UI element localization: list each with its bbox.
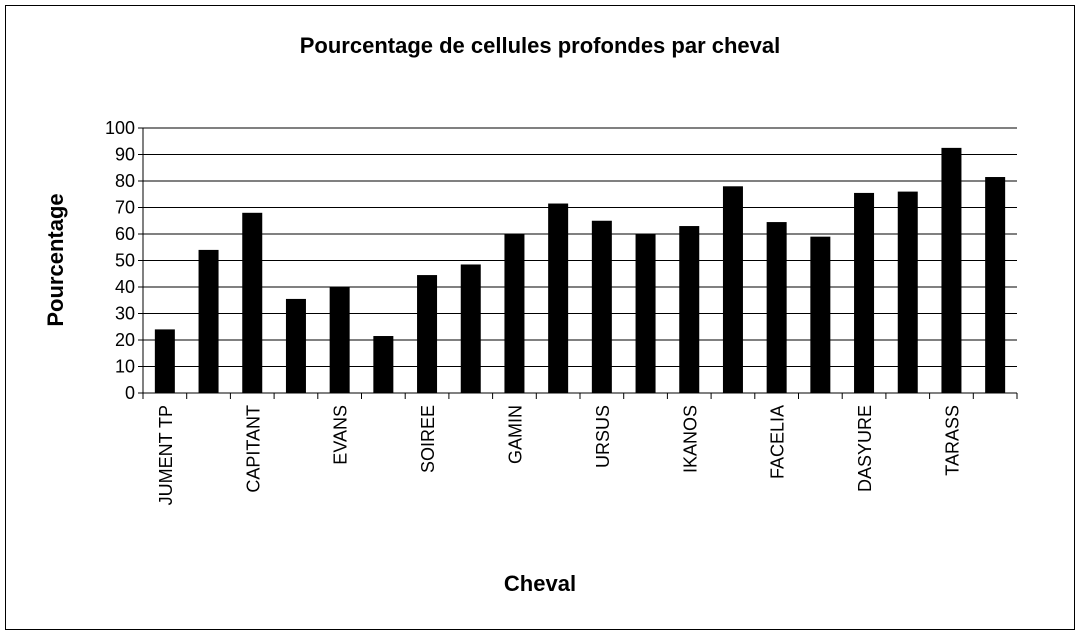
bar xyxy=(854,192,875,393)
chart-title: Pourcentage de cellules profondes par ch… xyxy=(300,33,781,58)
y-tick-label: 10 xyxy=(115,357,135,377)
y-tick-label: 60 xyxy=(115,224,135,244)
bar xyxy=(329,287,350,393)
y-tick-label: 50 xyxy=(115,251,135,271)
bar xyxy=(285,298,306,393)
x-tick-label: JUMENT TP xyxy=(156,405,176,505)
bar xyxy=(417,275,438,393)
bar xyxy=(941,147,962,393)
bar xyxy=(373,336,394,393)
bar xyxy=(504,234,525,393)
x-tick-label: CAPITANT xyxy=(243,405,263,493)
bar xyxy=(679,226,700,393)
y-tick-label: 0 xyxy=(125,383,135,403)
bar xyxy=(766,222,787,393)
x-tick-label: DASYURE xyxy=(855,405,875,492)
y-axis-label: Pourcentage xyxy=(43,193,68,326)
bar xyxy=(591,220,612,393)
bar xyxy=(810,236,831,393)
chart-border xyxy=(5,5,1075,630)
bar xyxy=(242,212,263,393)
y-tick-label: 40 xyxy=(115,277,135,297)
y-tick-label: 70 xyxy=(115,198,135,218)
bar xyxy=(460,264,481,393)
x-tick-label: EVANS xyxy=(331,405,351,465)
y-tick-label: 80 xyxy=(115,171,135,191)
bar xyxy=(635,234,656,393)
bar xyxy=(722,186,743,393)
x-tick-label: FACELIA xyxy=(768,405,788,479)
x-tick-label: IKANOS xyxy=(680,405,700,473)
y-tick-label: 90 xyxy=(115,145,135,165)
bar xyxy=(897,191,918,393)
bar xyxy=(198,249,219,393)
bar xyxy=(548,203,569,393)
x-tick-label: SOIREE xyxy=(418,405,438,473)
y-tick-label: 30 xyxy=(115,304,135,324)
y-tick-label: 100 xyxy=(105,118,135,138)
x-tick-label: TARASS xyxy=(942,405,962,476)
y-tick-label: 20 xyxy=(115,330,135,350)
bar xyxy=(985,177,1006,393)
bar xyxy=(154,329,175,393)
x-tick-label: GAMIN xyxy=(505,405,525,464)
x-tick-label: URSUS xyxy=(593,405,613,468)
x-axis-label: Cheval xyxy=(504,571,576,596)
